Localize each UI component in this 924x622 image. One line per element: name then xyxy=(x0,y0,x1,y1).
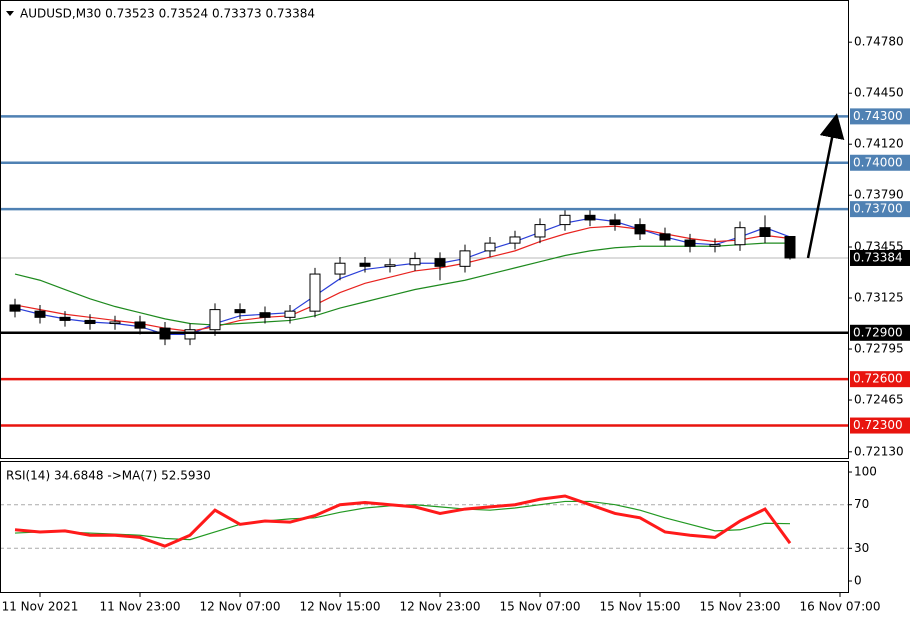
candle-body xyxy=(334,262,346,275)
x-tick-label: 12 Nov 07:00 xyxy=(200,600,281,614)
menu-triangle xyxy=(6,11,14,16)
x-tick-label: 15 Nov 23:00 xyxy=(700,600,781,614)
candle-body xyxy=(9,304,21,312)
level-label-box xyxy=(850,201,910,218)
rsi-panel xyxy=(0,461,849,593)
x-tick-label: 16 Nov 07:00 xyxy=(800,600,881,614)
candle-body xyxy=(209,309,221,331)
candle-body xyxy=(509,236,521,244)
candle-body xyxy=(784,235,796,259)
y-tick-label: 70 xyxy=(854,497,869,511)
y-tick-label: 0 xyxy=(854,573,862,587)
y-tick-label: 0.72465 xyxy=(854,393,904,407)
y-tick-label: 0.73125 xyxy=(854,291,904,305)
moving-average xyxy=(14,242,790,326)
x-tick-label: 15 Nov 07:00 xyxy=(500,600,581,614)
y-tick-label: 0.74120 xyxy=(854,137,904,151)
x-tick-label: 11 Nov 2021 xyxy=(2,600,79,614)
candle-body xyxy=(34,310,46,318)
level-label-box xyxy=(850,417,910,434)
candle-body xyxy=(234,309,246,314)
level-label: 0.72300 xyxy=(853,418,903,432)
candle-body xyxy=(259,312,271,318)
rsi-title: RSI(14) 34.6848 ->MA(7) 52.5930 xyxy=(6,469,211,483)
level-label-box xyxy=(850,154,910,171)
level-label: 0.74000 xyxy=(853,155,903,169)
candle-body xyxy=(584,214,596,221)
y-tick-label: 0.72795 xyxy=(854,342,904,356)
candle-body xyxy=(459,250,471,267)
candle-body xyxy=(184,329,196,340)
level-label: 0.73700 xyxy=(853,202,903,216)
level-label-box xyxy=(850,371,910,388)
candle-body xyxy=(759,227,771,237)
candle-body xyxy=(609,219,621,226)
candle-body xyxy=(634,224,646,235)
price-panel xyxy=(0,0,849,459)
y-tick-label: 0.74780 xyxy=(854,35,904,49)
y-tick-label: 0.74450 xyxy=(854,86,904,100)
chart-title: AUDUSD,M30 0.73523 0.73524 0.73373 0.733… xyxy=(20,7,315,21)
candle-body xyxy=(409,258,421,266)
candle-body xyxy=(59,316,71,321)
candle-body xyxy=(384,264,396,267)
candle-body xyxy=(359,262,371,267)
candle-body xyxy=(559,214,571,226)
x-tick-label: 11 Nov 23:00 xyxy=(100,600,181,614)
level-label-box xyxy=(850,324,910,341)
candle-body xyxy=(309,273,321,312)
x-tick-label: 12 Nov 23:00 xyxy=(400,600,481,614)
candle-body xyxy=(84,319,96,325)
x-tick-label: 12 Nov 15:00 xyxy=(300,600,381,614)
candle-body xyxy=(684,239,696,247)
candle-body xyxy=(734,227,746,246)
y-tick-label: 100 xyxy=(854,465,877,479)
last-price-label: 0.73384 xyxy=(853,250,903,264)
last-price-box xyxy=(850,249,910,266)
candle-body xyxy=(284,310,296,318)
candle-body xyxy=(534,224,546,238)
candle-body xyxy=(109,321,121,325)
y-tick-label: 0.73790 xyxy=(854,188,904,202)
level-label: 0.72900 xyxy=(853,325,903,339)
y-tick-label: 30 xyxy=(854,541,869,555)
candle-body xyxy=(134,321,146,329)
arrow xyxy=(806,113,845,259)
level-label-box xyxy=(850,108,910,125)
candle-body xyxy=(709,244,721,247)
candle-body xyxy=(484,242,496,252)
x-tick-label: 15 Nov 15:00 xyxy=(600,600,681,614)
level-label: 0.74300 xyxy=(853,109,903,123)
level-label: 0.72600 xyxy=(853,372,903,386)
candle-body xyxy=(659,233,671,241)
y-tick-label: 0.72130 xyxy=(854,444,904,458)
candle-body xyxy=(434,258,446,267)
rsi-line xyxy=(14,494,792,548)
